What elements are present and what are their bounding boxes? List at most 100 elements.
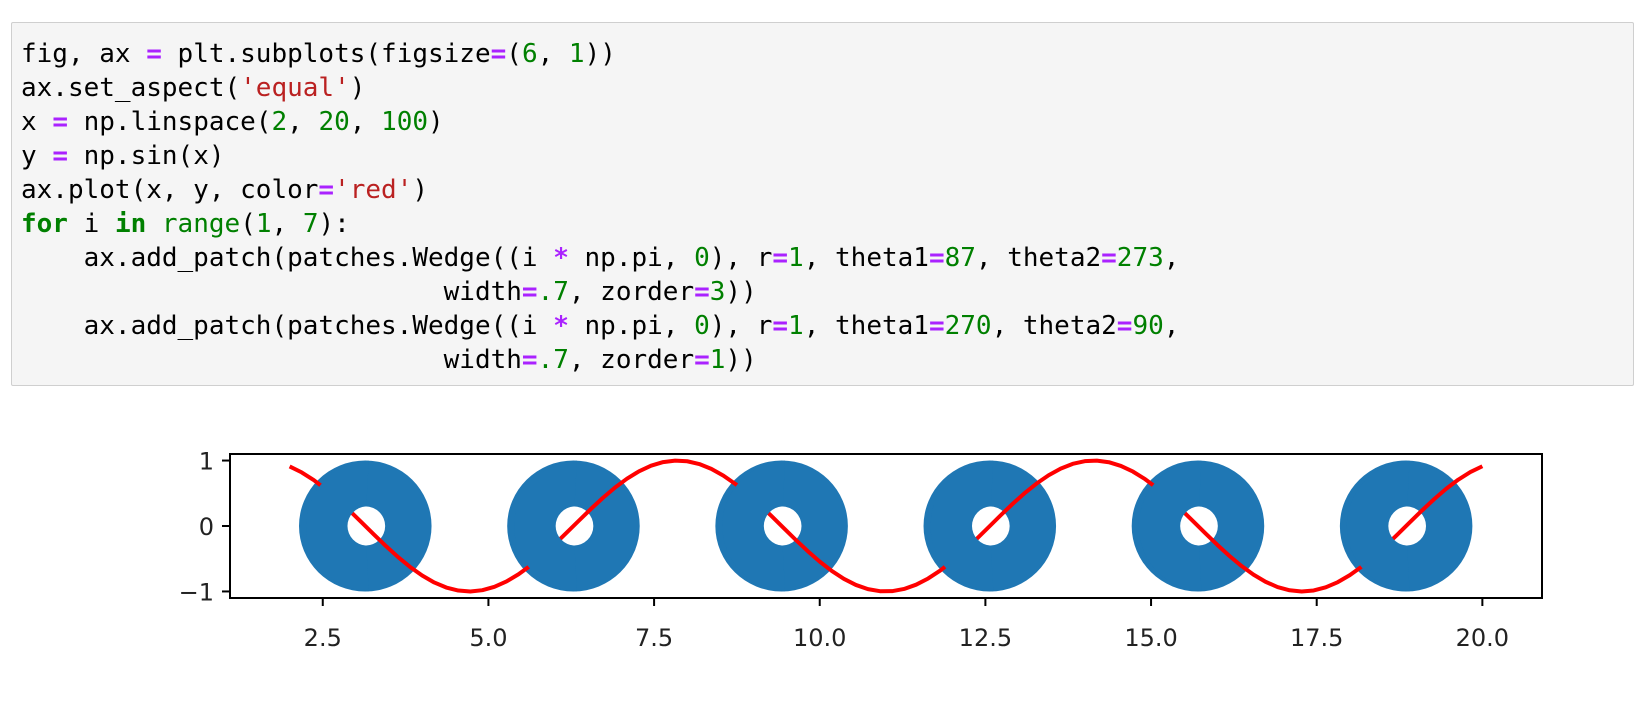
code-token: plt.subplots(figsize [161,39,491,69]
code-token: = [928,311,945,341]
code-token: for [21,209,68,239]
y-tick-label: 0 [199,513,214,541]
code-token: , theta1 [803,243,929,273]
code-token: )) [725,277,757,307]
code-token: = [146,39,162,69]
code-line: x = np.linspace(2, 20, 100) [21,105,1179,139]
wedge-left-half [1138,460,1202,592]
code-token: ax.set_aspect( [21,73,241,103]
code-token: = [772,311,789,341]
code-token: = [694,345,710,375]
code-token: = [1101,243,1117,273]
code-token: , [349,107,382,137]
code-token: i [67,209,115,239]
code-token: * [553,243,569,273]
code-token: , [1163,243,1180,273]
code-token: = [490,39,507,69]
code-token: 1 [255,209,272,239]
code-token: fig, ax [21,39,147,69]
code-token: 7 [302,209,319,239]
code-token: 1 [788,311,804,341]
code-token: = [1116,311,1133,341]
code-token: ( [240,209,256,239]
code-token: np.linspace( [67,107,272,137]
code-token: = [52,141,68,171]
code-token: y [21,141,53,171]
x-tick-label: 12.5 [959,624,1012,652]
code-token: 0 [694,311,710,341]
code-token: ): [318,209,350,239]
code-token: 20 [318,107,350,137]
x-tick-label: 2.5 [304,624,342,652]
code-token: ) [412,175,429,205]
code-token: x [21,107,53,137]
code-token: ( [506,39,522,69]
code-token: np.sin(x) [67,141,225,171]
code-token: , [271,209,303,239]
y-tick-label: 1 [199,448,214,476]
code-token: = [694,277,710,307]
code-line: width=.7, zorder=1)) [21,343,1179,377]
code-token: range [161,209,241,239]
code-token: 1 [709,345,726,375]
code-line: ax.plot(x, y, color='red') [21,173,1179,207]
code-token: = [52,107,68,137]
patches-layer [299,460,1473,592]
code-token: ), r [709,311,773,341]
code-token: 'equal' [240,73,350,103]
code-token: ax.add_patch(patches.Wedge((i [21,243,554,273]
wedge-left-half [722,460,786,592]
code-token: ax.plot(x, y, color [21,175,319,205]
code-line: for i in range(1, 7): [21,207,1179,241]
code-token: .7 [537,345,569,375]
code-token: 6 [521,39,538,69]
x-tick-label: 5.0 [469,624,507,652]
code-token: , theta2 [975,243,1102,273]
code-token: 1 [788,243,804,273]
code-token: 87 [944,243,976,273]
code-token: .7 [537,277,569,307]
code-token: , [287,107,319,137]
code-token: , zorder [568,345,695,375]
code-line: width=.7, zorder=3)) [21,275,1179,309]
code-token: = [772,243,789,273]
code-token: = [928,243,945,273]
wedge-left-half [514,460,577,592]
code-token: 90 [1132,311,1164,341]
code-token: = [318,175,335,205]
code-token: )) [725,345,757,375]
code-token: , zorder [568,277,695,307]
code-token: 0 [694,243,710,273]
code-line: ax.set_aspect('equal') [21,71,1179,105]
code-token: np.pi, [568,243,695,273]
y-tick-label: −1 [179,578,214,606]
output-area: 2.5 5.0 7.5 10.0 12.5 15.0 17.5 20.0 −1 0 1 [0,386,1634,714]
code-token: = [521,345,538,375]
code-token: 3 [709,277,726,307]
x-tick-label: 20.0 [1456,624,1509,652]
code-token: in [114,209,147,239]
plot-figure: 2.5 5.0 7.5 10.0 12.5 15.0 17.5 20.0 −1 0 1 [179,448,1543,652]
code-token: = [521,277,538,307]
code-token: , theta1 [803,311,929,341]
code-token: np.pi, [568,311,695,341]
x-tick-label: 17.5 [1290,624,1343,652]
code-token: width [21,345,522,375]
x-tick-label: 7.5 [635,624,673,652]
code-token: , [1163,311,1180,341]
code-token: 273 [1116,243,1164,273]
x-tick-label: 15.0 [1124,624,1177,652]
wedge-left-half [930,460,994,592]
code-token: ), r [709,243,773,273]
code-line: fig, ax = plt.subplots(figsize=(6, 1)) [21,37,1179,71]
code-token: ) [349,73,366,103]
code-token: 270 [944,311,992,341]
patches-front-layer [305,460,1410,592]
code-block[interactable]: fig, ax = plt.subplots(figsize=(6, 1)) ax… [21,37,1179,377]
wedge-left-half [1346,460,1410,592]
code-cell[interactable]: fig, ax = plt.subplots(figsize=(6, 1)) ax… [11,22,1634,386]
series-line [288,458,1484,594]
code-line: ax.add_patch(patches.Wedge((i * np.pi, 0… [21,241,1180,275]
code-token: , theta2 [991,311,1117,341]
code-line: y = np.sin(x) [21,139,1179,173]
